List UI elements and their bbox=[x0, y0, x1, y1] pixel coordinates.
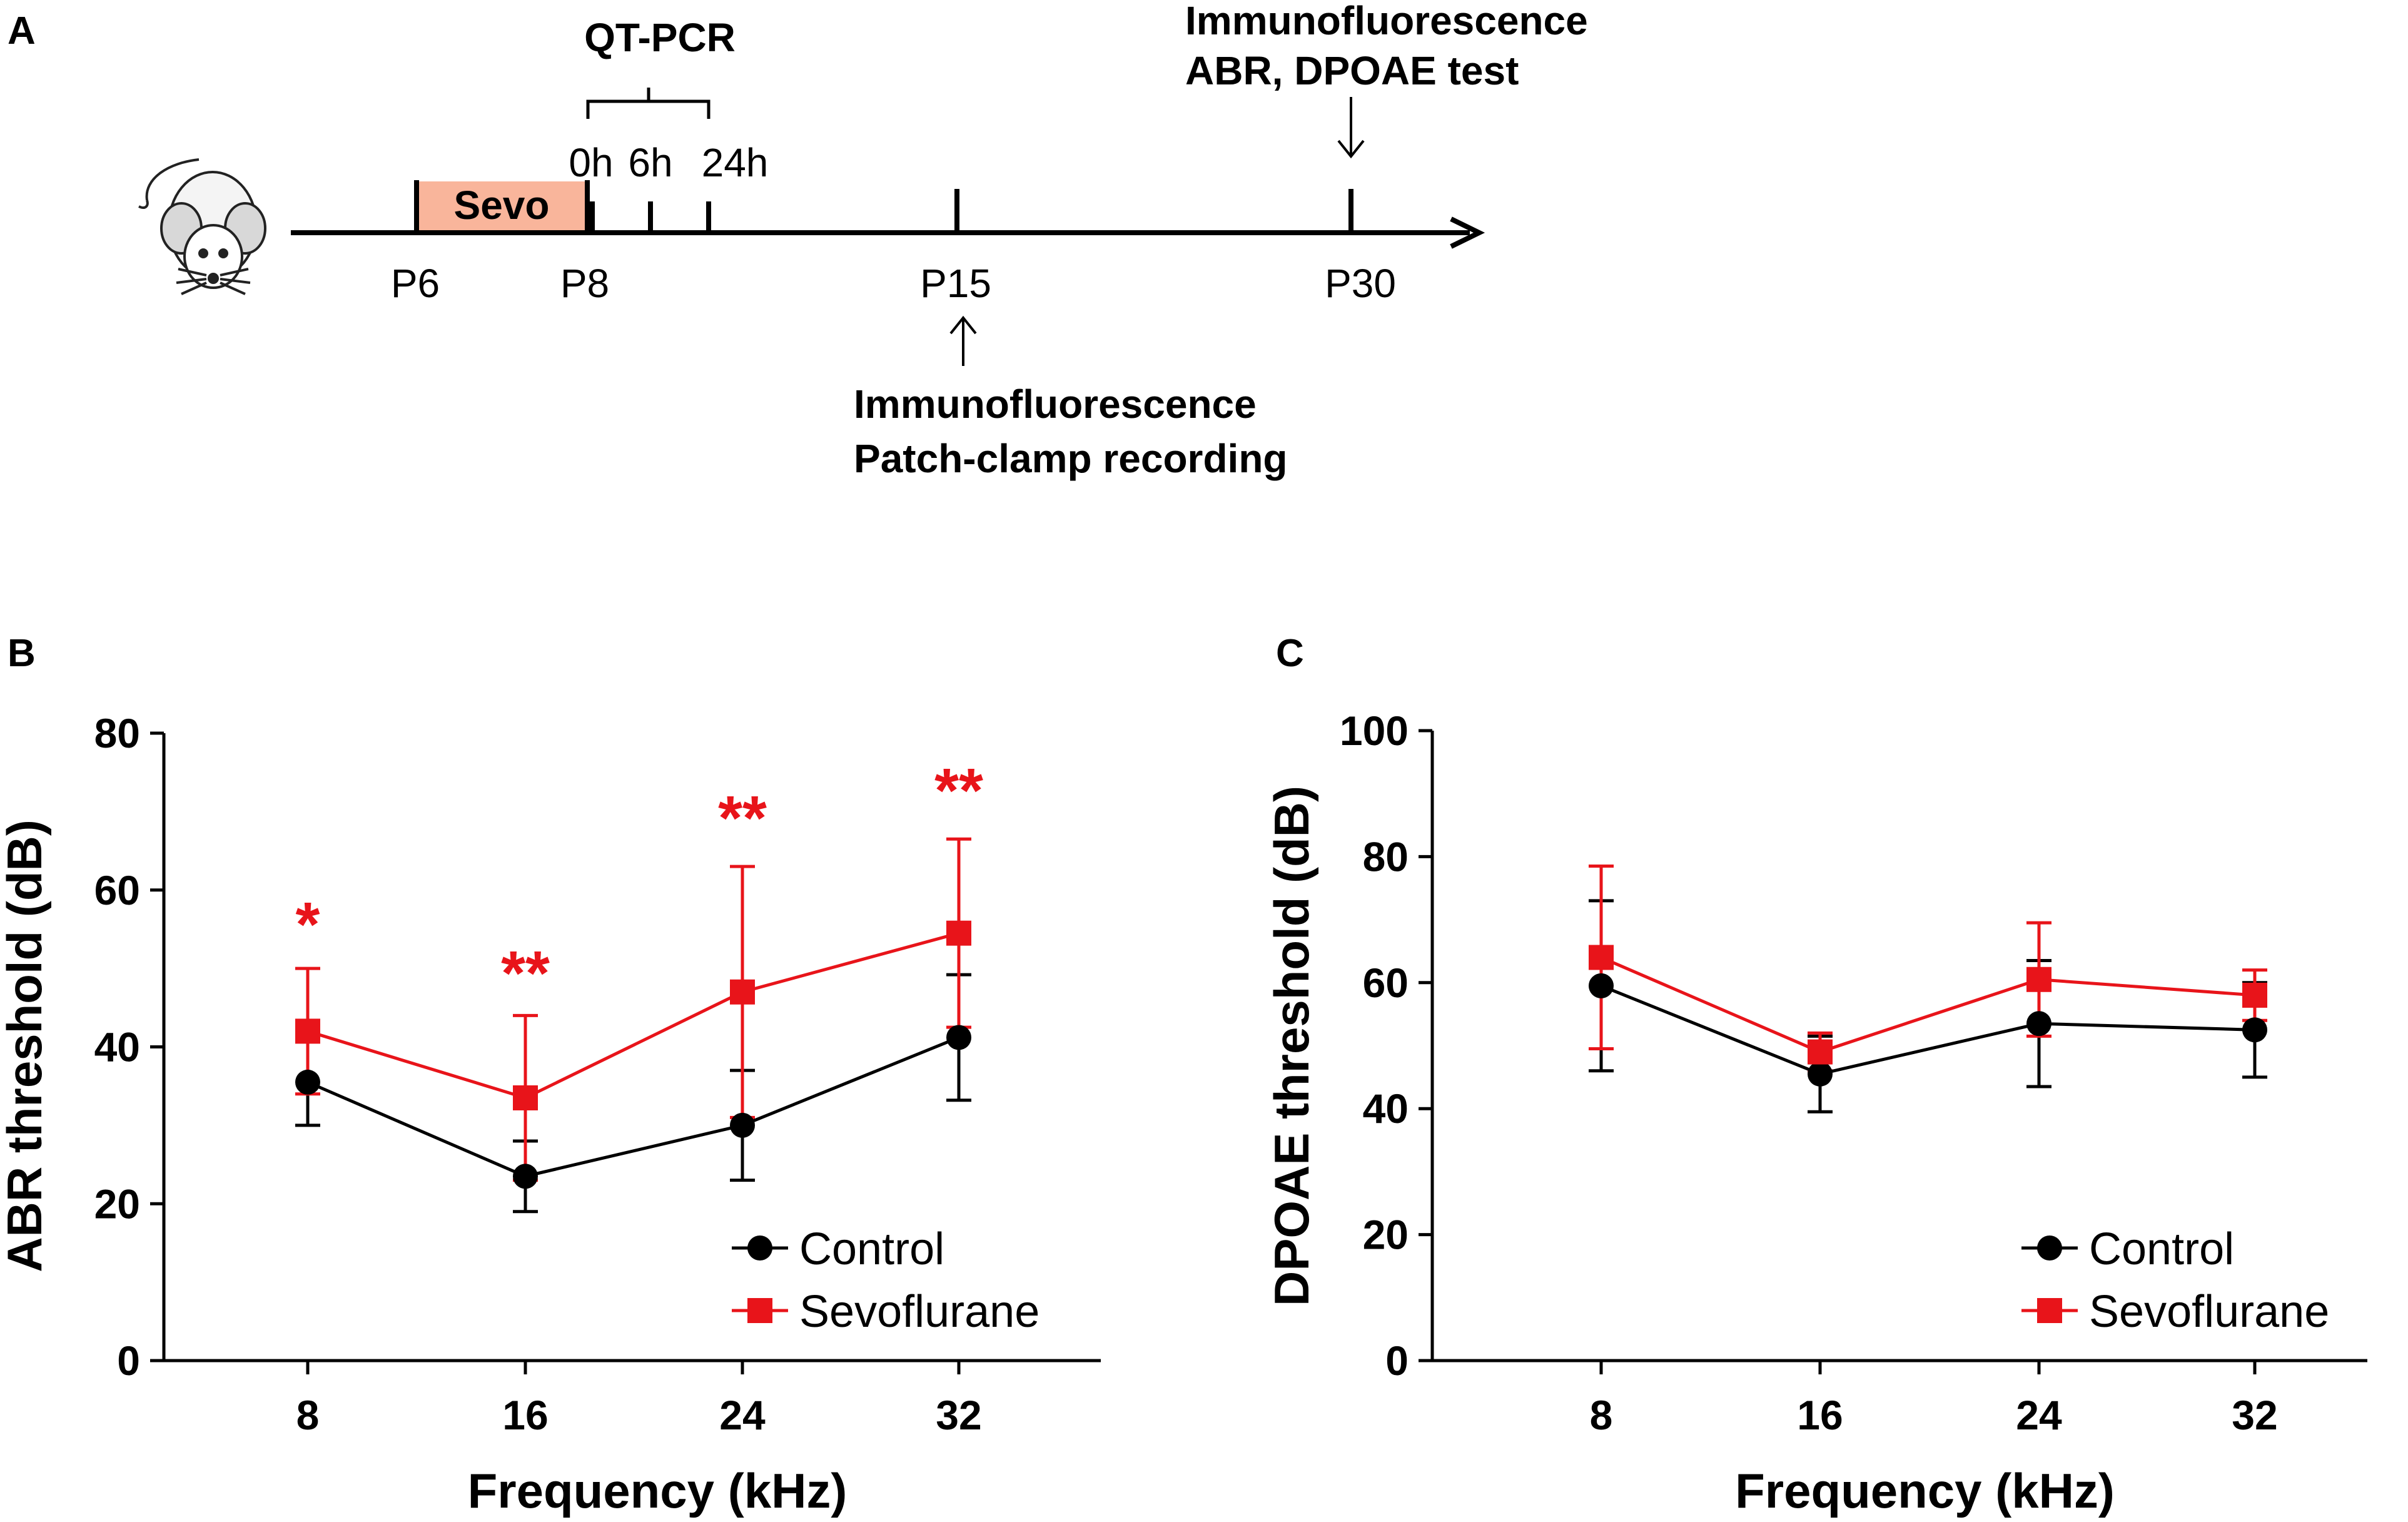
p30-arrow bbox=[1337, 97, 1365, 159]
legend-control-label: Control bbox=[2089, 1224, 2234, 1274]
control-series-line bbox=[307, 1036, 959, 1178]
sevoflurane-data-point bbox=[730, 979, 755, 1005]
chart-b-y-tick-label: 80 bbox=[94, 710, 140, 756]
chart-c-axes: 0 20 40 60 80 100 8 16 24 32 Frequency (kHz) DPOAE … bbox=[1264, 708, 2367, 1518]
chart-b-x-tick-label: 32 bbox=[936, 1392, 981, 1438]
chart-c-y-tick-label: 40 bbox=[1363, 1085, 1409, 1132]
panel-letter-b: B bbox=[8, 632, 36, 675]
chart-c-legend: Control Sevoflurane bbox=[2021, 1224, 2329, 1337]
p15-note-1: Immunofluorescence bbox=[854, 382, 1257, 427]
chart-b-significance-label: ** bbox=[501, 938, 550, 1008]
chart-b-significance-label: ** bbox=[934, 756, 983, 826]
chart-b-axes: 0 20 40 60 80 8 16 24 32 Frequency (kHz) ABR thres… bbox=[0, 710, 1101, 1518]
sevoflurane-series-line bbox=[307, 931, 959, 1100]
sevoflurane-data-point bbox=[2242, 982, 2267, 1008]
hour-label-6h: 6h bbox=[628, 140, 672, 185]
day-label-p15: P15 bbox=[920, 261, 991, 306]
chart-b-x-tick-label: 8 bbox=[296, 1392, 320, 1438]
hour-label-0h: 0h bbox=[569, 140, 613, 185]
control-data-point bbox=[2026, 1011, 2051, 1037]
chart-c-y-tick-label: 0 bbox=[1385, 1337, 1409, 1384]
chart-dpoae-threshold: C 0 20 40 60 80 100 8 16 24 32 Frequency (kHz) DPOA… bbox=[1264, 632, 2367, 1518]
legend-sevoflurane-label: Sevoflurane bbox=[799, 1287, 1040, 1337]
panel-letter-a: A bbox=[8, 9, 36, 53]
timeline-arrow-head bbox=[1450, 216, 1485, 249]
control-data-point bbox=[1808, 1061, 1833, 1087]
control-series-line bbox=[1601, 984, 2255, 1076]
chart-c-x-tick-label: 16 bbox=[1797, 1392, 1843, 1438]
chart-b-series: ***** ** bbox=[295, 756, 983, 1214]
chart-c-series bbox=[1589, 865, 2267, 1114]
panel-a: A Sevo 0h 6h 24h bbox=[8, 0, 1588, 481]
chart-b-y-tick-label: 20 bbox=[94, 1180, 140, 1227]
chart-c-x-tick-label: 32 bbox=[2232, 1392, 2277, 1438]
p15-note-2: Patch-clamp recording bbox=[854, 436, 1288, 481]
chart-c-x-tick-label: 24 bbox=[2016, 1392, 2062, 1438]
chart-b-x-tick-label: 24 bbox=[719, 1392, 766, 1438]
chart-b-y-tick-label: 60 bbox=[94, 867, 140, 913]
legend-sevoflurane-marker bbox=[747, 1298, 772, 1323]
chart-b-significance-label: * bbox=[296, 890, 320, 960]
p30-note-1: Immunofluorescence bbox=[1185, 0, 1588, 43]
sevoflurane-data-point bbox=[946, 920, 971, 946]
legend-sevoflurane-label: Sevoflurane bbox=[2089, 1287, 2329, 1337]
control-data-point bbox=[295, 1069, 320, 1095]
chart-b-significance-label: ** bbox=[718, 783, 767, 853]
p30-note-2: ABR, DPOAE test bbox=[1185, 48, 1519, 93]
sevo-exposure-bar bbox=[415, 181, 587, 231]
qtpcr-bracket bbox=[586, 88, 711, 119]
panel-letter-c: C bbox=[1276, 632, 1304, 675]
legend-sevoflurane-marker bbox=[2037, 1298, 2062, 1323]
chart-c-y-axis-title: DPOAE threshold (dB) bbox=[1264, 786, 1319, 1306]
control-data-point bbox=[1589, 973, 1614, 998]
chart-c-y-tick-label: 20 bbox=[1363, 1212, 1409, 1258]
sevoflurane-data-point bbox=[1808, 1039, 1833, 1065]
sevoflurane-series-line bbox=[1601, 956, 2255, 1054]
hour-label-24h: 24h bbox=[702, 140, 769, 185]
chart-b-x-axis-title: Frequency (kHz) bbox=[468, 1463, 847, 1518]
chart-abr-threshold: B 0 20 40 60 80 8 16 24 32 Frequency (kHz) ABR thr… bbox=[0, 632, 1101, 1518]
day-label-p8: P8 bbox=[560, 261, 609, 306]
chart-b-y-tick-label: 0 bbox=[117, 1337, 140, 1384]
control-data-point bbox=[730, 1112, 755, 1138]
chart-b-x-tick-label: 16 bbox=[502, 1392, 548, 1438]
sevoflurane-data-point bbox=[513, 1085, 538, 1110]
chart-c-y-tick-label: 80 bbox=[1363, 833, 1409, 880]
legend-control-marker bbox=[2037, 1235, 2062, 1261]
sevoflurane-data-point bbox=[2026, 966, 2051, 992]
day-label-p30: P30 bbox=[1325, 261, 1396, 306]
qtpcr-label: QT-PCR bbox=[584, 15, 736, 60]
control-data-point bbox=[513, 1164, 538, 1189]
day-label-p6: P6 bbox=[391, 261, 440, 306]
chart-b-y-axis-title: ABR threshold (dB) bbox=[0, 819, 52, 1272]
chart-c-x-axis-title: Frequency (kHz) bbox=[1735, 1463, 2115, 1518]
sevoflurane-data-point bbox=[295, 1018, 320, 1044]
chart-b-legend: Control Sevoflurane bbox=[732, 1224, 1040, 1337]
sevo-label: Sevo bbox=[454, 183, 550, 228]
sevoflurane-data-point bbox=[1589, 945, 1614, 970]
chart-b-y-tick-label: 40 bbox=[94, 1024, 140, 1070]
chart-c-y-tick-label: 60 bbox=[1363, 960, 1409, 1006]
legend-control-marker bbox=[747, 1235, 772, 1261]
chart-c-x-tick-label: 8 bbox=[1590, 1392, 1613, 1438]
control-data-point bbox=[946, 1025, 971, 1050]
p15-arrow bbox=[949, 315, 977, 366]
legend-control-label: Control bbox=[799, 1224, 944, 1274]
chart-c-y-tick-label: 100 bbox=[1340, 708, 1409, 754]
mouse-icon bbox=[138, 158, 266, 295]
control-data-point bbox=[2242, 1017, 2267, 1043]
